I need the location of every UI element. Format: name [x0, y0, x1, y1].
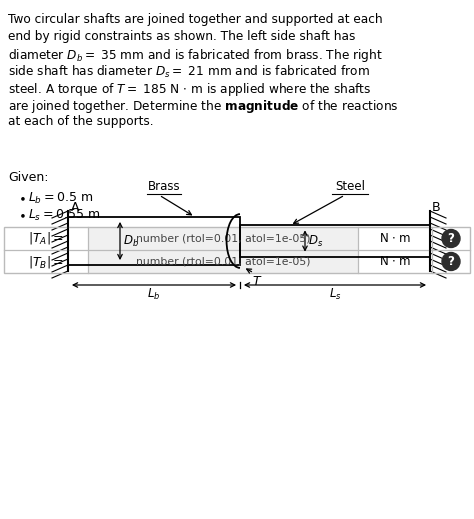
Bar: [68, 217, 240, 265]
Text: $L_b$: $L_b$: [147, 287, 161, 302]
Text: $\bullet$: $\bullet$: [18, 191, 26, 204]
Text: side shaft has diameter $D_s =$ 21 mm and is fabricated from: side shaft has diameter $D_s =$ 21 mm an…: [8, 64, 370, 80]
Bar: [88, 227, 358, 250]
Bar: [88, 250, 358, 273]
Circle shape: [442, 253, 460, 270]
Text: N $\cdot$ m: N $\cdot$ m: [379, 255, 411, 268]
Text: $L_s$: $L_s$: [328, 287, 341, 302]
Text: N $\cdot$ m: N $\cdot$ m: [379, 232, 411, 245]
Text: $L_s = 0.55$ m: $L_s = 0.55$ m: [28, 208, 100, 223]
Text: number (rtol=0.01, atol=1e-05): number (rtol=0.01, atol=1e-05): [136, 256, 310, 266]
Text: ?: ?: [447, 255, 455, 268]
Circle shape: [442, 229, 460, 248]
Text: Given:: Given:: [8, 171, 48, 184]
Text: end by rigid constraints as shown. The left side shaft has: end by rigid constraints as shown. The l…: [8, 30, 356, 43]
Bar: [4, 227, 470, 273]
Text: Steel: Steel: [335, 180, 365, 193]
Text: are joined together. Determine the $\mathbf{magnitude}$ of the reactions: are joined together. Determine the $\mat…: [8, 98, 399, 115]
Text: $L_b = 0.5$ m: $L_b = 0.5$ m: [28, 191, 93, 206]
Text: B: B: [432, 201, 441, 214]
Text: A: A: [71, 201, 80, 214]
Text: $|T_A| =$: $|T_A| =$: [28, 230, 64, 247]
Text: $|T_B| =$: $|T_B| =$: [28, 253, 64, 269]
Text: $\bullet$: $\bullet$: [18, 208, 26, 221]
Text: diameter $D_b =$ 35 mm and is fabricated from brass. The right: diameter $D_b =$ 35 mm and is fabricated…: [8, 47, 383, 64]
Bar: [240, 225, 430, 256]
Text: $T$: $T$: [252, 275, 263, 288]
Text: $D_b$: $D_b$: [123, 234, 139, 249]
Text: ?: ?: [447, 232, 455, 245]
Text: $D_s$: $D_s$: [308, 234, 323, 249]
Text: Two circular shafts are joined together and supported at each: Two circular shafts are joined together …: [8, 13, 383, 26]
Text: steel. A torque of $T =$ 185 N $\cdot$ m is applied where the shafts: steel. A torque of $T =$ 185 N $\cdot$ m…: [8, 81, 372, 98]
Text: Brass: Brass: [148, 180, 180, 193]
Text: number (rtol=0.01, atol=1e-05): number (rtol=0.01, atol=1e-05): [136, 234, 310, 243]
Text: at each of the supports.: at each of the supports.: [8, 115, 154, 128]
